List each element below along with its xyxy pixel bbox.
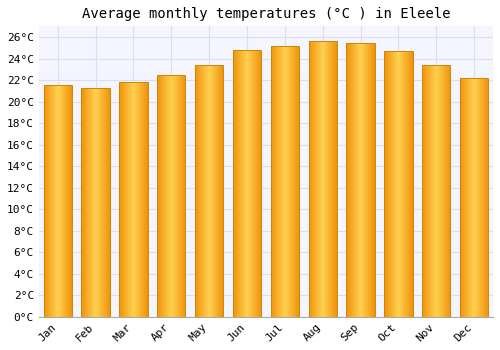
Bar — [195, 65, 224, 317]
Bar — [44, 85, 72, 317]
Bar — [346, 43, 375, 317]
Title: Average monthly temperatures (°C ) in Eleele: Average monthly temperatures (°C ) in El… — [82, 7, 450, 21]
Bar — [460, 78, 488, 317]
Bar — [384, 51, 412, 317]
Bar — [422, 65, 450, 317]
Bar — [119, 82, 148, 317]
Bar — [308, 41, 337, 317]
Bar — [233, 50, 261, 317]
Bar — [270, 46, 299, 317]
Bar — [82, 88, 110, 317]
Bar — [157, 75, 186, 317]
